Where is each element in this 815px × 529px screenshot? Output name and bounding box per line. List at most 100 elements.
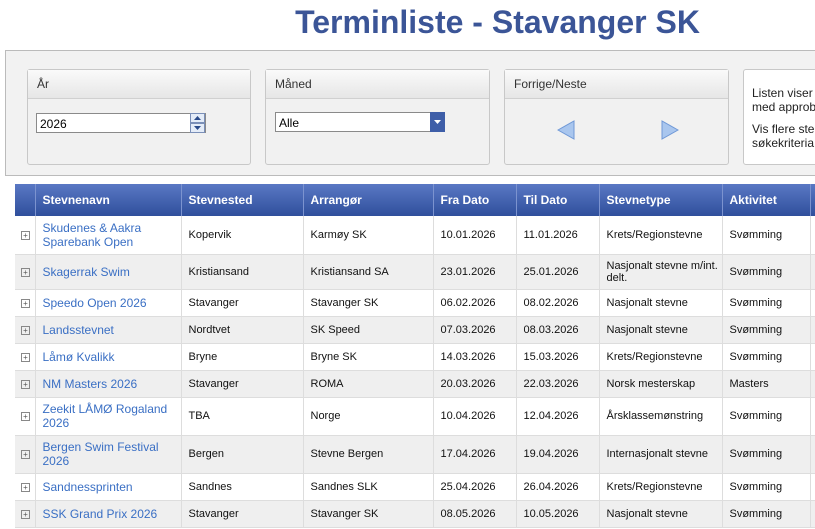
year-label: År [28, 70, 250, 99]
table-cell: Bergen [181, 435, 304, 474]
table-cell [810, 500, 815, 528]
table-row: + Skudenes & Aakra Sparebank Open Kopervik… [15, 216, 815, 255]
event-link[interactable]: Speedo Open 2026 [35, 289, 182, 317]
table-cell: Årsklassemønstring [599, 397, 723, 436]
table-cell: Stavanger SK [303, 500, 434, 528]
table-cell: 08.03.2026 [516, 316, 600, 344]
header-cell[interactable]: Fra Dato [433, 184, 517, 216]
expand-icon[interactable]: + [21, 412, 30, 421]
table-cell: Masters [722, 370, 811, 398]
expand-icon[interactable]: + [21, 450, 30, 459]
header-cell[interactable]: Stevnested [181, 184, 304, 216]
info-text: med approb [752, 100, 815, 114]
header-cell[interactable]: Arrangør [303, 184, 434, 216]
table-cell: Svømming [722, 500, 811, 528]
table-cell: 12.04.2026 [516, 397, 600, 436]
year-input[interactable]: 2026 [36, 113, 206, 133]
expand-cell: + [15, 435, 36, 474]
event-link[interactable]: Sandnessprinten [35, 473, 182, 501]
expand-icon[interactable]: + [21, 298, 30, 308]
table-cell: 08.05.2026 [433, 500, 517, 528]
month-box: Måned Alle [265, 69, 490, 165]
month-select[interactable]: Alle [275, 112, 445, 132]
expand-cell: + [15, 289, 36, 317]
prev-button[interactable] [557, 120, 575, 140]
table-cell: 08.02.2026 [516, 289, 600, 317]
table-row: + Speedo Open 2026 Stavanger Stavanger SK 06… [15, 289, 815, 317]
expand-cell: + [15, 500, 36, 528]
table-cell: 22.03.2026 [516, 370, 600, 398]
expand-icon[interactable]: + [21, 482, 30, 492]
table-cell: Kristiansand [181, 254, 304, 290]
events-table: Stevnenavn Stevnested Arrangør Fra Dato Til … [15, 184, 815, 528]
expand-icon[interactable]: + [21, 352, 30, 362]
event-link[interactable]: Skagerrak Swim [35, 254, 182, 290]
expand-icon[interactable]: + [21, 267, 30, 277]
header-cell [15, 184, 36, 216]
header-cell [810, 184, 815, 216]
table-cell [810, 289, 815, 317]
table-cell: Krets/Regionstevne [599, 473, 723, 501]
expand-cell: + [15, 216, 36, 255]
header-cell[interactable]: Til Dato [516, 184, 600, 216]
table-cell: 25.01.2026 [516, 254, 600, 290]
header-row: Stevnenavn Stevnested Arrangør Fra Dato Til … [15, 184, 815, 216]
event-link[interactable]: SSK Grand Prix 2026 [35, 500, 182, 528]
expand-cell: + [15, 316, 36, 344]
event-link[interactable]: Landsstevnet [35, 316, 182, 344]
info-box: Listen viser med approb Vis flere ste sø… [743, 69, 815, 165]
header-cell[interactable]: Stevnenavn [35, 184, 182, 216]
table-cell [810, 316, 815, 344]
table-cell [810, 216, 815, 255]
table-cell: 10.04.2026 [433, 397, 517, 436]
table-cell: Svømming [722, 289, 811, 317]
table-cell: Kristiansand SA [303, 254, 434, 290]
table-row: + NM Masters 2026 Stavanger ROMA 20.03.2026 2… [15, 370, 815, 398]
table-cell: Krets/Regionstevne [599, 216, 723, 255]
table-cell [810, 397, 815, 436]
event-link[interactable]: Låmø Kvalikk [35, 343, 182, 371]
table-cell: Nasjonalt stevne [599, 316, 723, 344]
table-cell: Kopervik [181, 216, 304, 255]
table-cell: 06.02.2026 [433, 289, 517, 317]
table-cell: Svømming [722, 254, 811, 290]
table-cell: Stavanger [181, 370, 304, 398]
next-button[interactable] [661, 120, 679, 140]
expand-icon[interactable]: + [21, 509, 30, 519]
table-cell: Bryne [181, 343, 304, 371]
table-row: + Bergen Swim Festival 2026 Bergen Stevne B… [15, 435, 815, 474]
event-link[interactable]: Zeekit LÅMØ Rogaland 2026 [35, 397, 182, 436]
month-dropdown[interactable] [430, 112, 446, 132]
table-cell: Stavanger [181, 289, 304, 317]
table-cell: ROMA [303, 370, 434, 398]
table-cell: Stavanger SK [303, 289, 434, 317]
header-cell[interactable]: Stevnetype [599, 184, 723, 216]
table-cell: Svømming [722, 216, 811, 255]
table-cell: Sandnes SLK [303, 473, 434, 501]
table-cell: 14.03.2026 [433, 343, 517, 371]
header-cell[interactable]: Aktivitet [722, 184, 811, 216]
table-cell: Bryne SK [303, 343, 434, 371]
table-cell: SK Speed [303, 316, 434, 344]
table-cell: Sandnes [181, 473, 304, 501]
event-link[interactable]: NM Masters 2026 [35, 370, 182, 398]
table-cell: TBA [181, 397, 304, 436]
table-row: + SSK Grand Prix 2026 Stavanger Stavanger S… [15, 500, 815, 528]
table-cell [810, 343, 815, 371]
table-row: + Låmø Kvalikk Bryne Bryne SK 14.03.2026 15.0… [15, 343, 815, 371]
table-cell: 15.03.2026 [516, 343, 600, 371]
table-cell: Norsk mesterskap [599, 370, 723, 398]
table-row: + Zeekit LÅMØ Rogaland 2026 TBA Norge 10.04.… [15, 397, 815, 436]
expand-cell: + [15, 397, 36, 436]
table-cell: Stevne Bergen [303, 435, 434, 474]
expand-icon[interactable]: + [21, 230, 30, 240]
table-cell: Norge [303, 397, 434, 436]
table-cell: Nasjonalt stevne [599, 500, 723, 528]
expand-icon[interactable]: + [21, 325, 30, 335]
table-cell [810, 254, 815, 290]
year-spinner[interactable] [190, 113, 206, 133]
expand-icon[interactable]: + [21, 379, 30, 389]
event-link[interactable]: Bergen Swim Festival 2026 [35, 435, 182, 474]
event-link[interactable]: Skudenes & Aakra Sparebank Open [35, 216, 182, 255]
expand-cell: + [15, 473, 36, 501]
